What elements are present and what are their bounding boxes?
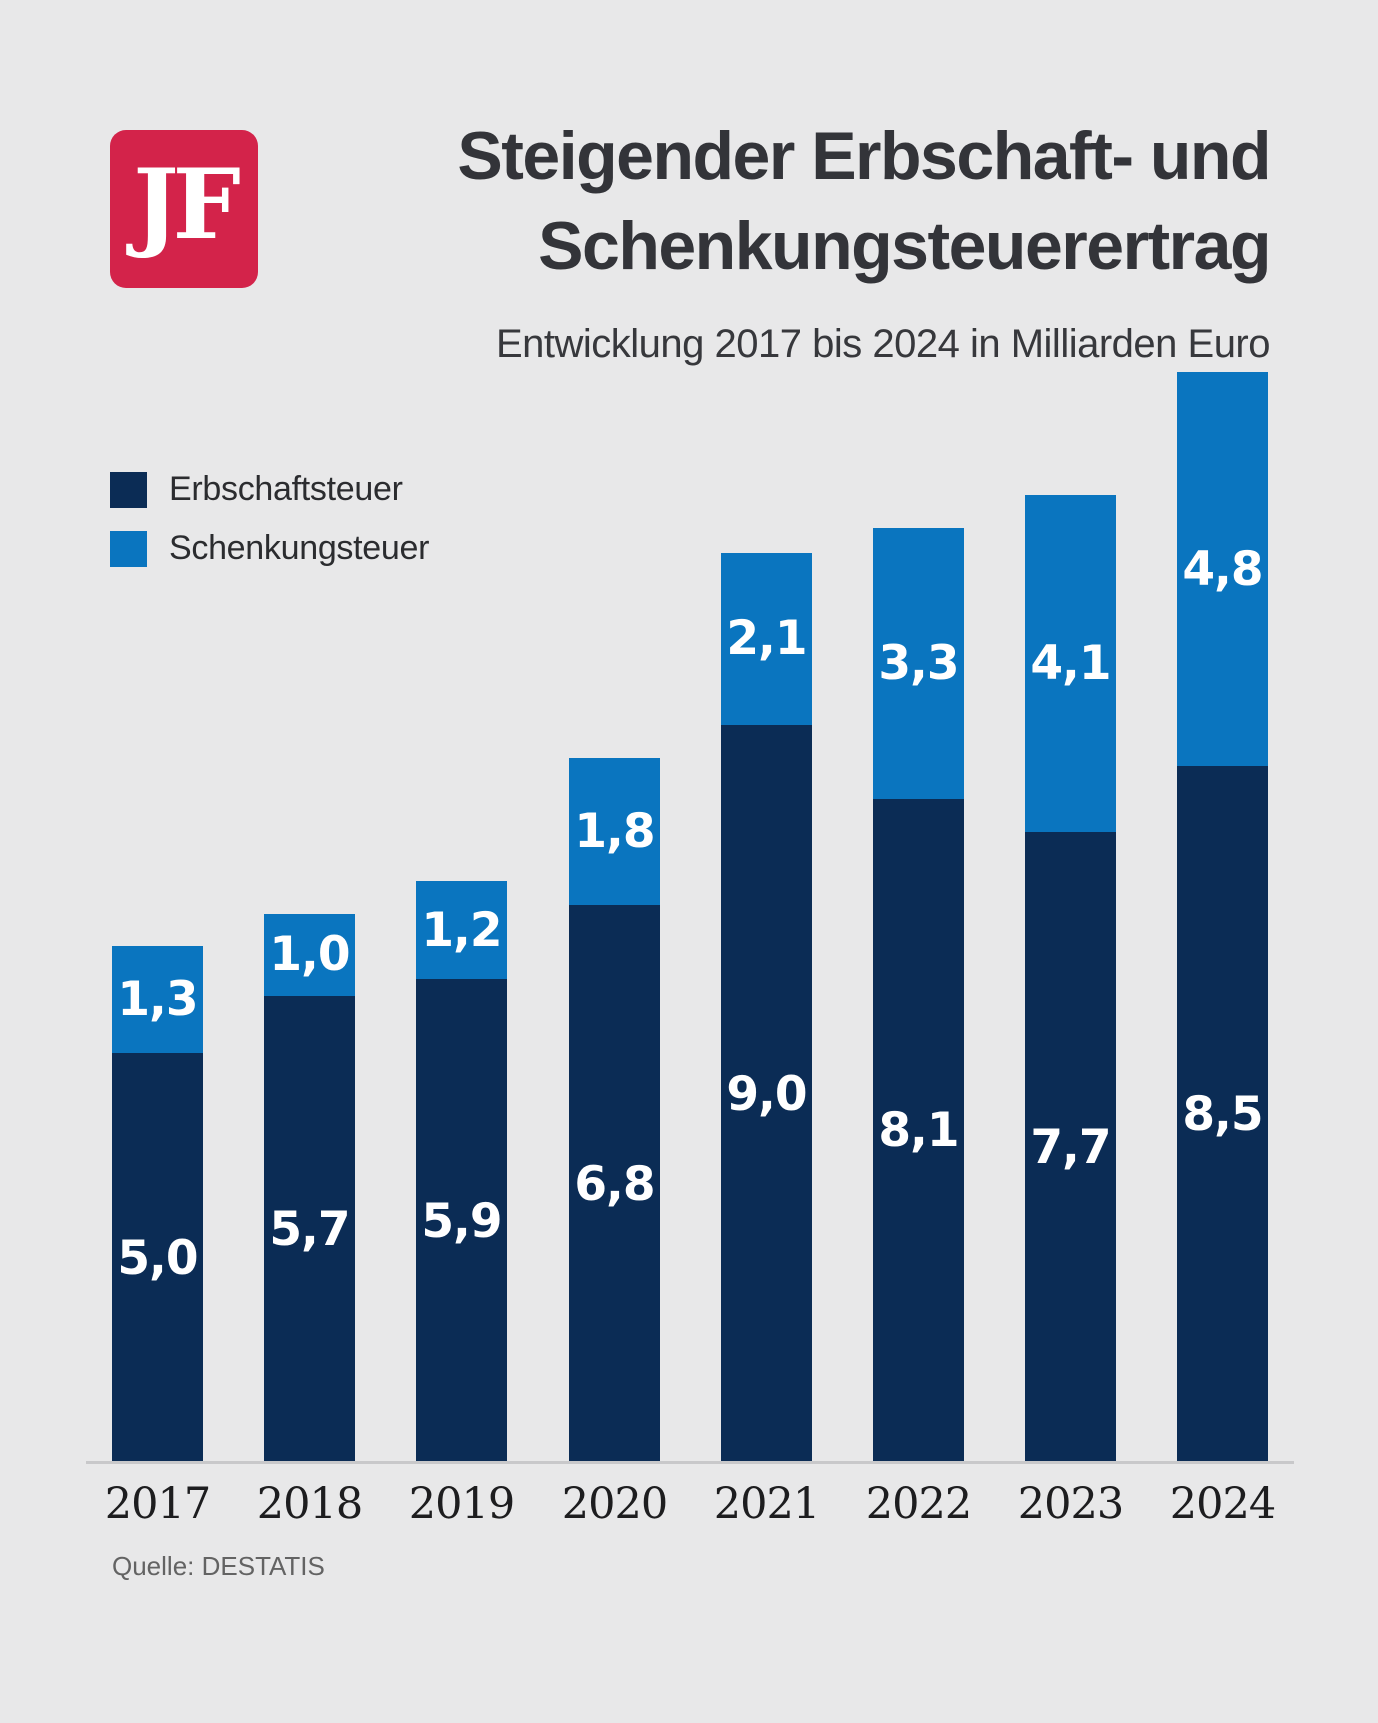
value-label: 9,0 <box>726 1066 807 1122</box>
legend-swatch-schenkungsteuer <box>110 530 147 567</box>
x-axis-label-2017: 2017 <box>104 1479 211 1529</box>
bar-group-2019: 1,2 5,9 2019 <box>409 880 515 1529</box>
value-label: 2,1 <box>726 611 807 667</box>
bar-segment-schenkungsteuer-2022: 3,3 <box>873 528 964 799</box>
x-axis-label-2024: 2024 <box>1169 1479 1276 1529</box>
chart-subtitle: Entwicklung 2017 bis 2024 in Milliarden … <box>495 322 1271 366</box>
x-axis-label-2021: 2021 <box>713 1479 820 1529</box>
bar-segment-erbschaftsteuer-2021: 9,0 <box>721 725 812 1463</box>
bar-group-2024: 4,8 8,5 2024 <box>1170 372 1276 1529</box>
value-label: 4,1 <box>1030 636 1111 692</box>
value-label: 5,7 <box>269 1201 350 1257</box>
value-label: 7,7 <box>1030 1119 1111 1175</box>
bar-segment-schenkungsteuer-2023: 4,1 <box>1025 495 1116 832</box>
value-label: 1,0 <box>269 927 350 983</box>
bar-group-2022: 3,3 8,1 2022 <box>866 528 972 1529</box>
bar-segment-erbschaftsteuer-2020: 6,8 <box>569 905 660 1463</box>
x-axis-label-2020: 2020 <box>561 1479 668 1529</box>
value-label: 5,9 <box>421 1193 502 1249</box>
bar-group-2021: 2,1 9,0 2021 <box>714 552 820 1529</box>
x-axis-label-2019: 2019 <box>408 1479 515 1529</box>
value-label: 6,8 <box>574 1156 655 1212</box>
bar-segment-erbschaftsteuer-2019: 5,9 <box>416 979 507 1463</box>
bar-group-2020: 1,8 6,8 2020 <box>562 757 668 1529</box>
source-note: Quelle: DESTATIS <box>112 1551 325 1581</box>
jf-logo-text: JF <box>133 148 241 261</box>
value-label: 1,3 <box>117 972 198 1028</box>
x-axis-line <box>86 1461 1294 1464</box>
bar-group-2017: 1,3 5,0 2017 <box>105 946 211 1529</box>
bar-segment-erbschaftsteuer-2023: 7,7 <box>1025 831 1116 1463</box>
legend-swatch-erbschaftsteuer <box>110 471 147 508</box>
value-label: 1,8 <box>574 804 655 860</box>
legend-item-schenkungsteuer: Schenkungsteuer <box>110 529 429 568</box>
bar-segment-erbschaftsteuer-2024: 8,5 <box>1177 766 1268 1463</box>
jf-logo: JF <box>110 130 258 288</box>
bar-segment-erbschaftsteuer-2018: 5,7 <box>264 995 355 1463</box>
bar-segment-schenkungsteuer-2017: 1,3 <box>112 946 203 1053</box>
legend-item-erbschaftsteuer: Erbschaftsteuer <box>110 470 429 509</box>
legend-label-erbschaftsteuer: Erbschaftsteuer <box>169 470 403 508</box>
value-label: 8,5 <box>1182 1087 1263 1142</box>
x-axis-label-2022: 2022 <box>865 1479 972 1529</box>
bar-segment-schenkungsteuer-2020: 1,8 <box>569 757 660 906</box>
bar-segment-erbschaftsteuer-2022: 8,1 <box>873 798 964 1463</box>
x-axis-label-2018: 2018 <box>256 1479 363 1529</box>
chart-legend: Erbschaftsteuer Schenkungsteuer <box>110 470 429 588</box>
bar-group-2023: 4,1 7,7 2023 <box>1018 495 1124 1529</box>
value-label: 4,8 <box>1182 541 1263 597</box>
value-label: 5,0 <box>117 1230 198 1286</box>
legend-label-schenkungsteuer: Schenkungsteuer <box>169 529 430 567</box>
bar-segment-schenkungsteuer-2021: 2,1 <box>721 552 812 725</box>
bar-group-2018: 1,0 5,7 2018 <box>257 913 363 1529</box>
bar-segment-schenkungsteuer-2024: 4,8 <box>1177 372 1268 766</box>
bar-segment-schenkungsteuer-2019: 1,2 <box>416 880 507 980</box>
value-label: 3,3 <box>878 636 959 692</box>
chart-title-line1: Steigender Erbschaft- und <box>457 118 1271 194</box>
bar-segment-erbschaftsteuer-2017: 5,0 <box>112 1053 203 1463</box>
chart-title: Steigender Erbschaft- und Schenkungsteue… <box>270 112 1271 292</box>
value-label: 1,2 <box>421 902 502 958</box>
value-label: 8,1 <box>878 1103 959 1159</box>
x-axis-label-2023: 2023 <box>1017 1479 1124 1529</box>
chart-title-line2: Schenkungsteuerertrag <box>538 207 1271 284</box>
bar-segment-schenkungsteuer-2018: 1,0 <box>264 913 355 996</box>
